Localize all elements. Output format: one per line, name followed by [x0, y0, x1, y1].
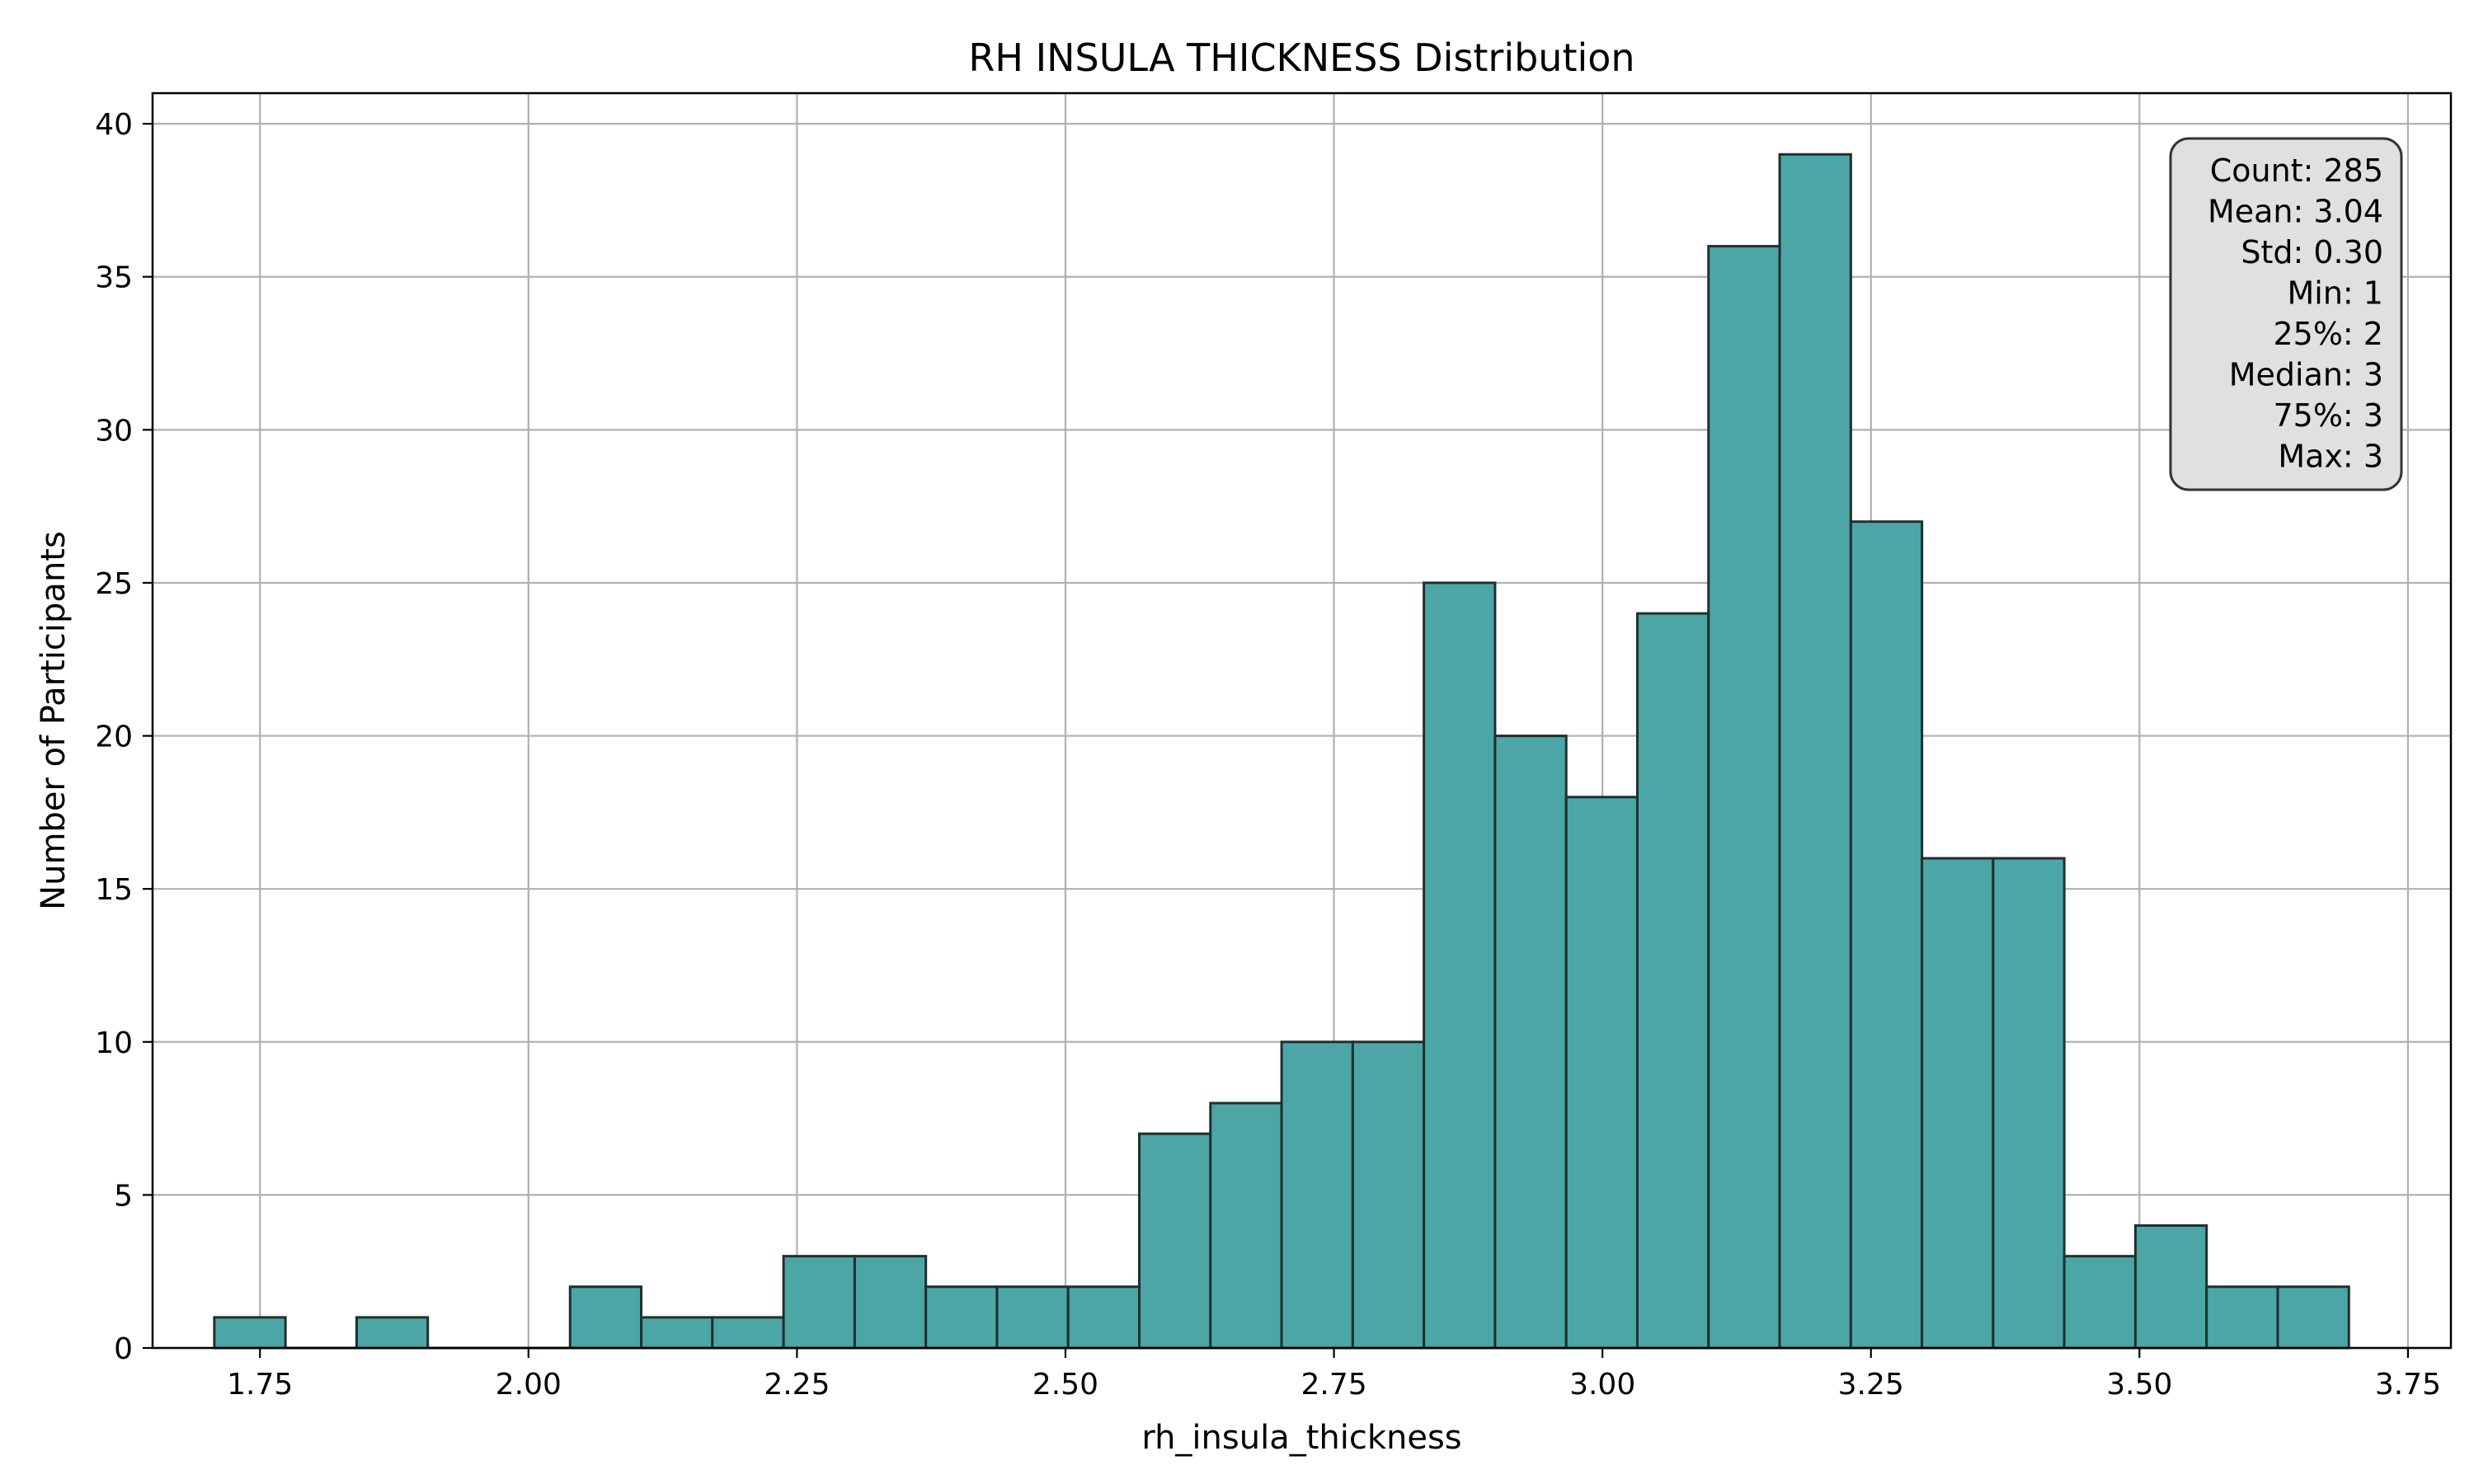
x-tick-label: 3.75	[2375, 1368, 2441, 1402]
x-tick-label: 2.00	[496, 1368, 562, 1402]
stats-line: 25%: 2	[2273, 316, 2383, 352]
histogram-bar	[1992, 857, 2066, 1350]
histogram-bar	[568, 1285, 643, 1350]
histogram-bar	[213, 1316, 287, 1350]
bars-layer	[213, 153, 2350, 1350]
chart-title: RH INSULA THICKNESS Distribution	[968, 35, 1634, 80]
histogram-bar	[1351, 1040, 1426, 1350]
x-tick-label: 3.00	[1569, 1368, 1635, 1402]
y-tick-label: 20	[95, 721, 133, 754]
histogram-bar	[1138, 1132, 1212, 1350]
stats-line: Median: 3	[2229, 357, 2383, 393]
y-tick-label: 10	[95, 1026, 133, 1060]
histogram-bar	[995, 1285, 1070, 1350]
histogram-bar	[1921, 857, 1995, 1350]
histogram-bar	[924, 1285, 999, 1350]
histogram-bar	[853, 1255, 928, 1350]
histogram-bar	[2133, 1224, 2208, 1350]
histogram-bar	[1707, 245, 1781, 1350]
histogram-bar	[1209, 1101, 1283, 1350]
stats-line: Count: 285	[2210, 153, 2383, 189]
y-tick-label: 0	[114, 1332, 133, 1366]
plot-frame	[151, 92, 2453, 1350]
x-tick-label: 2.75	[1300, 1368, 1366, 1402]
histogram-bar	[2205, 1285, 2279, 1350]
x-tick-label: 3.25	[1838, 1368, 1904, 1402]
stats-line: 75%: 3	[2273, 397, 2383, 434]
histogram-bar	[2276, 1285, 2350, 1350]
y-tick-label: 35	[95, 261, 133, 295]
y-tick-label: 40	[95, 108, 133, 142]
histogram-bar	[1423, 581, 1497, 1350]
histogram-bar	[1849, 520, 1924, 1350]
y-tick-label: 30	[95, 414, 133, 448]
histogram-bar	[2062, 1255, 2137, 1350]
stats-line: Std: 0.30	[2241, 234, 2383, 270]
x-tick-label: 3.50	[2106, 1368, 2172, 1402]
histogram-bar	[782, 1255, 856, 1350]
stats-line: Max: 3	[2278, 439, 2383, 475]
y-tick-label: 5	[114, 1179, 133, 1213]
y-tick-label: 15	[95, 873, 133, 907]
histogram-bar	[355, 1316, 430, 1350]
y-tick-label: 25	[95, 567, 133, 601]
histogram-bar	[1280, 1040, 1354, 1350]
stats-box-background	[2169, 137, 2403, 491]
histogram-bar	[1493, 735, 1568, 1350]
histogram-bar	[1066, 1285, 1141, 1350]
histogram-bar	[1564, 796, 1639, 1350]
grid-layer	[153, 93, 2451, 1350]
y-axis-label: Number of Participants	[35, 531, 73, 910]
stats-lines: Count: 285 Mean: 3.04 Std: 0.30 Min: 1 25%: …	[2208, 153, 2383, 475]
ticks-layer: 1.75 2.00 2.25 2.50 2.75 3.00 3.25 3.50 3.75 0 5 10…	[95, 108, 2441, 1402]
stats-line: Min: 1	[2288, 275, 2384, 312]
histogram-bar	[1778, 153, 1852, 1350]
x-tick-label: 1.75	[227, 1368, 293, 1402]
stats-box: Count: 285 Mean: 3.04 Std: 0.30 Min: 1 25%: …	[2169, 137, 2403, 491]
stats-line: Mean: 3.04	[2208, 194, 2383, 230]
x-tick-label: 2.50	[1032, 1368, 1098, 1402]
x-tick-label: 2.25	[764, 1368, 830, 1402]
x-axis-label: rh_insula_thickness	[1141, 1419, 1461, 1457]
histogram-bar	[640, 1316, 714, 1350]
histogram-bar	[1635, 612, 1710, 1350]
histogram-bar	[711, 1316, 785, 1350]
